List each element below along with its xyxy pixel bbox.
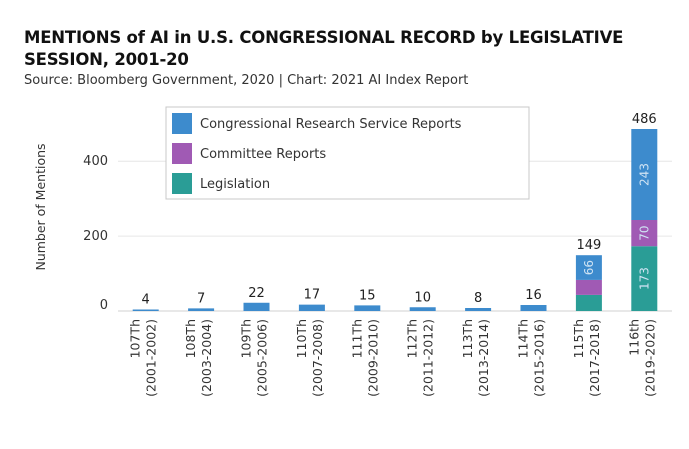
x-tick-label: 109Th — [239, 319, 254, 358]
legend-swatch — [172, 113, 192, 134]
y-axis-title: Number of Mentions — [33, 143, 48, 270]
bar-segment — [188, 308, 215, 311]
x-tick-label: (2003-2004) — [199, 319, 214, 397]
x-tick-label: (2005-2006) — [255, 319, 270, 397]
bar-total-label: 15 — [359, 288, 376, 303]
legend-label: Congressional Research Service Reports — [200, 117, 462, 132]
legend-label: Committee Reports — [200, 147, 326, 162]
x-tick-label: (2007-2008) — [310, 319, 325, 397]
bar-segment — [132, 309, 159, 311]
x-tick-label: 115Th — [571, 319, 586, 358]
x-tick-label: 116th — [626, 319, 641, 356]
y-tick-label: 0 — [100, 298, 108, 313]
bar-total-label: 22 — [248, 286, 265, 301]
bar-segment — [631, 246, 658, 311]
x-tick-label: (2011-2012) — [421, 319, 436, 397]
x-tick-label: (2017-2018) — [587, 319, 602, 397]
bar-total-label: 486 — [632, 112, 657, 127]
x-tick-label: (2001-2002) — [144, 319, 159, 397]
chart-source: Source: Bloomberg Government, 2020 | Cha… — [24, 73, 469, 88]
bar-segment — [298, 304, 325, 311]
bar-total-label: 10 — [414, 290, 431, 305]
x-tick-label: 113Th — [460, 319, 475, 358]
segment-value-label: 243 — [637, 163, 651, 186]
legend-swatch — [172, 143, 192, 164]
bar-segment — [409, 307, 436, 311]
segment-value-label: 66 — [582, 260, 596, 275]
bar-total-label: 7 — [197, 291, 205, 306]
legend: Congressional Research Service Reports Co… — [165, 106, 530, 200]
x-tick-label: (2019-2020) — [642, 319, 657, 397]
bar-segment — [520, 305, 547, 311]
segment-value-label: 70 — [637, 225, 651, 240]
x-tick-label: (2015-2016) — [532, 319, 547, 397]
bar-total-label: 4 — [142, 293, 150, 308]
chart-title: MENTIONS of AI in U.S. CONGRESSIONAL REC… — [24, 28, 624, 69]
legend-box — [165, 106, 530, 200]
x-tick-label: 108Th — [183, 319, 198, 358]
bar-segment — [575, 279, 602, 295]
bar-total-label: 149 — [576, 238, 601, 253]
legend-label: Legislation — [200, 177, 270, 192]
x-tick-label: 107Th — [128, 319, 143, 358]
bar-segment — [631, 220, 658, 247]
y-axis: 0 200 400 Number of Mentions — [33, 143, 108, 313]
x-tick-label: 111Th — [349, 319, 364, 358]
bar-segment — [243, 302, 270, 311]
bar-segment — [354, 305, 381, 311]
y-tick-label: 400 — [83, 154, 108, 169]
bar-total-label: 17 — [304, 288, 321, 303]
x-axis-labels: 107Th (2001-2002) 108Th (2003-2004) 109Th (20… — [128, 319, 658, 397]
bar-segment — [631, 129, 658, 220]
bar-total-label: 8 — [474, 291, 482, 306]
bar-total-label: 16 — [525, 288, 542, 303]
x-tick-label: (2009-2010) — [365, 319, 380, 397]
segment-value-label: 173 — [637, 267, 651, 290]
bars: 4 7 22 17 15 10 8 16 66 149 173 70 243 486 — [132, 112, 658, 311]
x-tick-label: (2013-2014) — [476, 319, 491, 397]
bar-segment — [575, 255, 602, 280]
bar-segment — [465, 308, 492, 311]
x-tick-label: 110Th — [294, 319, 309, 358]
legend-swatch — [172, 173, 192, 194]
x-tick-label: 114Th — [516, 319, 531, 358]
x-tick-label: 112Th — [405, 319, 420, 358]
y-tick-label: 200 — [83, 229, 108, 244]
bar-segment — [575, 294, 602, 311]
